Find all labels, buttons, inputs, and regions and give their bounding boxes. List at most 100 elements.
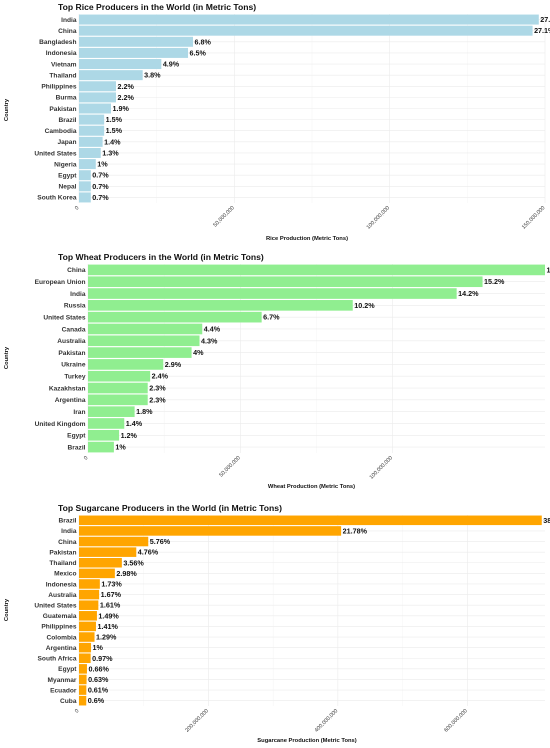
sugarcane-data-label: 0.6% [88,696,105,705]
rice-bar [79,114,105,125]
sugarcane-bar [79,685,87,695]
sugarcane-category-label: China [58,539,77,546]
rice-bar [79,192,91,203]
wheat-category-label: United Kingdom [35,421,86,428]
wheat-category-label: Iran [73,409,85,416]
wheat-data-label: 2.3% [149,384,166,393]
wheat-data-label: 1.2% [121,431,138,440]
rice-category-label: Indonesia [46,50,77,57]
rice-bar [79,25,533,36]
rice-x-tick-label: 100,000,000 [366,205,391,230]
rice-bar [79,14,539,25]
rice-data-label: 1.3% [102,148,119,157]
sugarcane-bar [79,642,92,653]
wheat-bar [88,323,203,335]
wheat-data-label: 14.2% [458,289,479,298]
sugarcane-data-label: 21.78% [343,526,368,535]
rice-data-label: 0.7% [92,182,109,191]
rice-bar [79,147,101,158]
rice-chart-title: Top Rice Producers in the World (in Metr… [58,2,256,12]
wheat-category-label: United States [43,314,85,321]
sugarcane-bar [79,579,100,589]
sugarcane-bar [79,611,97,621]
sugarcane-category-label: Indonesia [46,581,77,588]
rice-bar [79,92,116,103]
wheat-bar [88,406,135,417]
sugarcane-y-axis-title: Country [4,598,10,621]
sugarcane-data-label: 0.97% [92,654,113,663]
rice-data-label: 1.5% [106,115,123,124]
rice-x-axis-title: Rice Production (Metric Tons) [266,236,348,242]
wheat-category-label: Australia [57,338,86,345]
rice-bar [79,125,105,136]
sugarcane-category-label: Guatemala [43,613,77,620]
rice-data-label: 1.9% [112,104,129,113]
wheat-x-tick-label: 0 [83,455,89,461]
rice-bar [79,47,189,58]
rice-bar [79,70,143,81]
wheat-data-label: 4% [193,348,204,357]
wheat-bar [88,276,483,288]
rice-data-label: 0.7% [92,193,109,202]
wheat-bar [88,370,151,382]
wheat-data-label: 2.4% [152,372,169,381]
wheat-data-label: 1.8% [136,407,153,416]
wheat-bar [88,429,120,441]
wheat-bar [88,441,114,453]
sugarcane-bar [79,526,342,536]
sugarcane-data-label: 2.98% [116,569,137,578]
rice-data-label: 1.5% [106,126,123,135]
sugarcane-bar [79,557,122,568]
rice-x-tick-label: 0 [74,205,80,211]
rice-x-tick-label: 50,000,000 [212,205,235,228]
rice-category-label: United States [34,150,76,157]
sugarcane-bar [79,589,100,600]
wheat-category-label: Egypt [67,433,86,440]
rice-category-label: Nepal [59,184,77,191]
wheat-bar [88,264,545,276]
rice-x-tick-label: 150,000,000 [521,205,546,230]
rice-category-label: China [58,28,77,35]
sugarcane-category-label: Mexico [54,571,76,578]
sugarcane-category-label: Pakistan [49,549,76,556]
rice-category-label: India [61,17,77,24]
rice-bar [79,181,91,192]
wheat-category-label: Argentina [55,397,86,404]
wheat-data-label: 10.2% [354,301,375,310]
rice-data-label: 4.9% [163,60,180,69]
rice-data-label: 1.4% [104,137,121,146]
wheat-data-label: 2.9% [165,360,182,369]
sugarcane-data-label: 1.61% [100,601,121,610]
wheat-bar [88,394,148,406]
wheat-data-label: 15.2% [484,277,505,286]
sugarcane-chart-title: Top Sugarcane Producers in the World (in… [58,503,282,513]
rice-category-label: Japan [57,139,76,146]
wheat-x-tick-label: 50,000,000 [218,455,241,478]
rice-data-label: 27.4% [540,15,550,24]
wheat-data-label: 1.4% [126,419,143,428]
sugarcane-x-tick-label: 600,000,000 [443,708,468,733]
rice-category-label: Brazil [59,117,77,124]
sugarcane-category-label: Argentina [46,645,77,652]
sugarcane-bar [79,600,99,610]
sugarcane-category-label: India [61,528,77,535]
sugarcane-data-label: 1.49% [98,611,119,620]
wheat-data-label: 1% [115,443,126,452]
wheat-bar [88,311,262,323]
rice-category-label: Burma [56,95,77,102]
rice-bar [79,136,103,147]
sugarcane-data-label: 1% [93,643,104,652]
rice-category-label: Bangladesh [39,39,76,46]
wheat-bar [88,300,353,311]
wheat-data-label: 2.3% [149,395,166,404]
sugarcane-bar [79,568,115,579]
wheat-bar [88,359,164,370]
sugarcane-category-label: Ecuador [50,687,77,694]
rice-category-label: Philippines [41,84,77,91]
sugarcane-data-label: 0.63% [88,675,109,684]
wheat-category-label: Canada [62,326,86,333]
wheat-category-label: Pakistan [58,350,85,357]
wheat-category-label: Ukraine [61,362,86,369]
sugarcane-x-axis-title: Sugarcane Production (Metric Tons) [257,738,356,744]
